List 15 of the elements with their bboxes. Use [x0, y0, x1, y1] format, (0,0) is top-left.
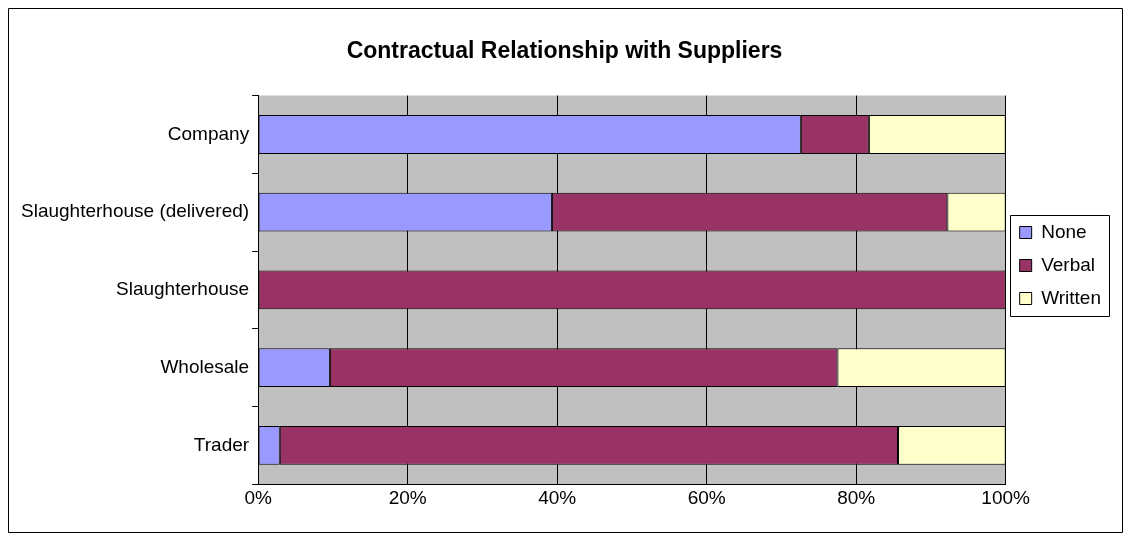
legend-label: Verbal	[1041, 253, 1096, 275]
x-tick-label: 20%	[388, 486, 427, 508]
y-tick-label: Company	[167, 122, 250, 144]
chart-title: Contractual Relationship with Suppliers	[346, 37, 783, 64]
x-tick-label: 80%	[837, 486, 876, 508]
y-tick-label: Slaughterhouse (delivered)	[21, 200, 250, 222]
x-tick-label: 60%	[687, 486, 726, 508]
x-tick-label: 40%	[538, 486, 577, 508]
legend-label: None	[1041, 220, 1087, 242]
x-tick-label: 100%	[981, 486, 1031, 508]
legend-label: Written	[1041, 286, 1102, 308]
x-tick-label: 0%	[244, 486, 272, 508]
y-tick-label: Trader	[193, 433, 250, 455]
y-tick-label: Slaughterhouse	[116, 278, 250, 300]
y-tick-label: Wholesale	[160, 355, 250, 377]
